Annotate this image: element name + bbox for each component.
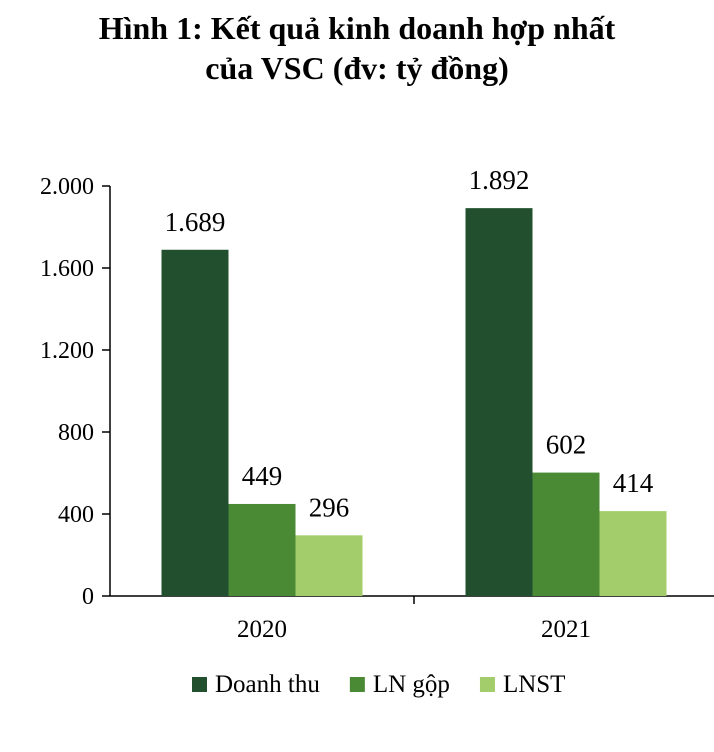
y-tick-label: 1.600: [40, 256, 94, 282]
data-label: 1.892: [469, 165, 530, 195]
data-label: 449: [242, 461, 283, 491]
x-tick-label: 2020: [237, 616, 287, 643]
data-label: 414: [613, 468, 654, 498]
legend-label: LN gộp: [373, 671, 450, 698]
legend-swatch: [349, 677, 365, 692]
data-label: 602: [546, 430, 587, 460]
bar: [532, 472, 600, 596]
legend-label: Doanh thu: [215, 671, 320, 698]
x-tick-label: 2021: [541, 616, 591, 643]
y-tick-label: 1.200: [40, 338, 94, 364]
chart-title-line-1: Hình 1: Kết quả kinh doanh hợp nhất: [98, 10, 616, 46]
bar: [599, 511, 667, 596]
bar: [295, 535, 363, 596]
data-label: 296: [309, 492, 350, 522]
legend-swatch: [479, 677, 495, 692]
y-tick-label: 0: [82, 584, 94, 610]
legend-label: LNST: [503, 671, 566, 698]
bar: [161, 249, 229, 596]
bar: [228, 503, 296, 596]
y-tick-label: 800: [58, 420, 94, 446]
chart-title: Hình 1: Kết quả kinh doanh hợp nhất của …: [0, 8, 714, 88]
chart-title-line-2: của VSC (đv: tỷ đồng): [205, 50, 509, 86]
y-tick-label: 400: [58, 502, 94, 528]
legend-swatch: [192, 677, 207, 692]
y-tick-label: 2.000: [40, 174, 94, 200]
bar: [465, 208, 533, 596]
data-label: 1.689: [165, 207, 226, 237]
